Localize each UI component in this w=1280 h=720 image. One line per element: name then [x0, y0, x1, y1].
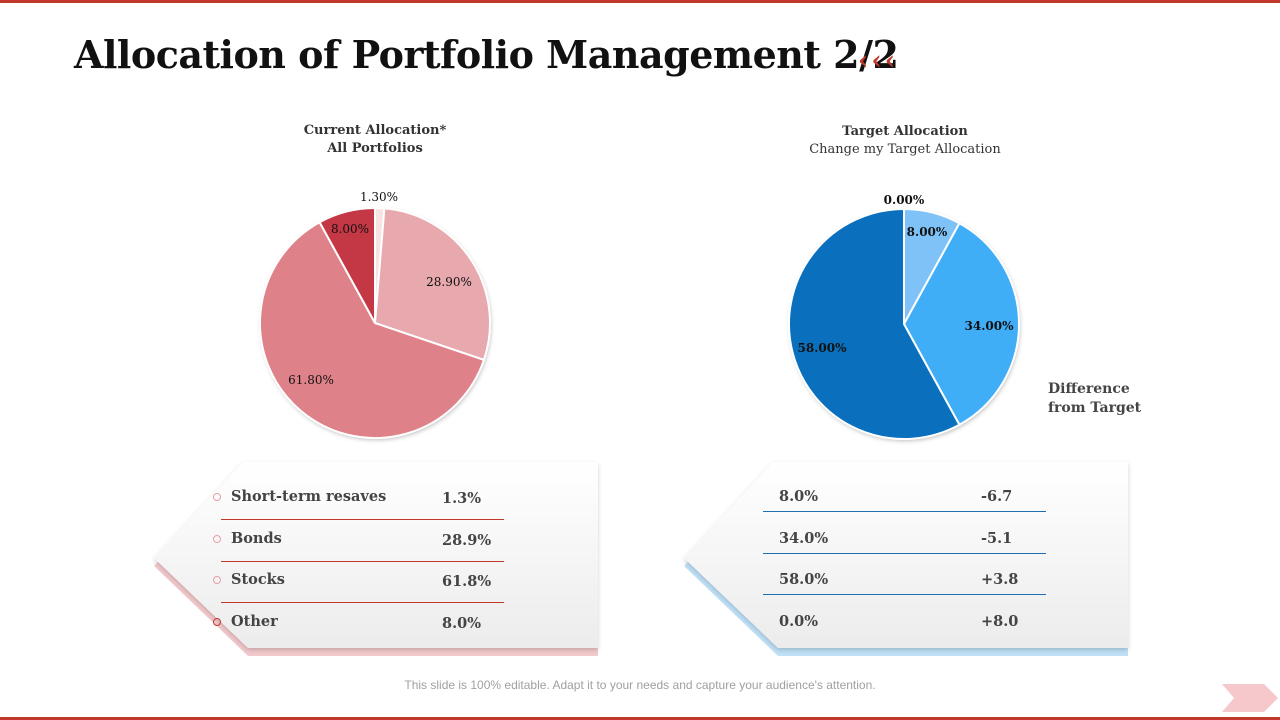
- top-accent-bar: [0, 0, 1280, 3]
- allocation-category-label: Short-term resaves: [231, 488, 387, 505]
- footer-note: This slide is 100% editable. Adapt it to…: [404, 678, 876, 692]
- row-bullet-icon: [213, 493, 221, 501]
- current-label-2: 61.80%: [288, 373, 334, 387]
- difference-value: +8.0: [981, 613, 1019, 630]
- target-allocation-value: 34.0%: [779, 530, 829, 547]
- target-allocation-value: 8.0%: [779, 488, 819, 505]
- allocation-category-label: Other: [231, 613, 278, 630]
- target-label-1: 8.00%: [907, 225, 948, 239]
- row-separator: [221, 602, 504, 603]
- left-chart-subtitle: All Portfolios: [327, 141, 423, 156]
- allocation-current-value: 28.9%: [442, 532, 492, 549]
- target-allocation-pie: 0.00% 8.00% 34.00% 58.00%: [788, 193, 1020, 440]
- current-label-0: 1.30%: [360, 190, 398, 204]
- left-chart-heading: Current Allocation* All Portfolios: [255, 122, 495, 158]
- target-label-0: 0.00%: [884, 193, 925, 207]
- row-separator: [763, 553, 1046, 554]
- target-slice-3: [788, 207, 961, 440]
- current-slice-1: [373, 207, 491, 362]
- page-title: Allocation of Portfolio Management 2/2: [74, 32, 899, 77]
- right-chart-subtitle: Change my Target Allocation: [809, 142, 1001, 157]
- row-bullet-icon: [213, 618, 221, 626]
- current-label-3: 8.00%: [331, 222, 369, 236]
- target-allocation-value: 58.0%: [779, 571, 829, 588]
- difference-label-line2: from Target: [1048, 400, 1142, 416]
- current-slice-3: [318, 206, 376, 324]
- row-separator: [221, 519, 504, 520]
- target-label-3: 58.00%: [798, 341, 848, 355]
- current-slice-2: [259, 220, 486, 439]
- difference-from-target-label: Difference from Target: [1048, 380, 1141, 418]
- allocation-category-label: Bonds: [231, 530, 282, 547]
- right-chart-heading: Target Allocation Change my Target Alloc…: [775, 123, 1035, 159]
- row-separator: [763, 511, 1046, 512]
- target-allocation-value: 0.0%: [779, 613, 819, 630]
- allocation-current-value: 61.8%: [442, 573, 492, 590]
- left-panel-shape: [154, 462, 598, 656]
- left-chart-title: Current Allocation*: [303, 123, 447, 138]
- right-chart-title: Target Allocation: [842, 124, 968, 139]
- row-bullet-icon: [213, 535, 221, 543]
- allocation-category-label: Stocks: [231, 571, 285, 588]
- row-bullet-icon: [213, 576, 221, 584]
- title-chevrons-icon: ‹‹‹: [858, 46, 899, 76]
- target-label-2: 34.00%: [965, 319, 1015, 333]
- row-separator: [763, 594, 1046, 595]
- next-arrow-icon: [1222, 684, 1278, 712]
- difference-label-line1: Difference: [1048, 381, 1130, 397]
- difference-value: -6.7: [981, 488, 1013, 505]
- row-separator: [221, 561, 504, 562]
- target-allocation-panel: [680, 460, 1140, 665]
- allocation-current-value: 1.3%: [442, 490, 482, 507]
- current-label-1: 28.90%: [426, 275, 472, 289]
- right-panel-shape: [684, 462, 1128, 656]
- allocation-current-value: 8.0%: [442, 615, 482, 632]
- current-allocation-panel: [150, 460, 610, 665]
- current-allocation-pie: 1.30% 28.90% 61.80% 8.00%: [259, 190, 491, 439]
- difference-value: +3.8: [981, 571, 1019, 588]
- bottom-accent-bar: [0, 717, 1280, 720]
- difference-value: -5.1: [981, 530, 1013, 547]
